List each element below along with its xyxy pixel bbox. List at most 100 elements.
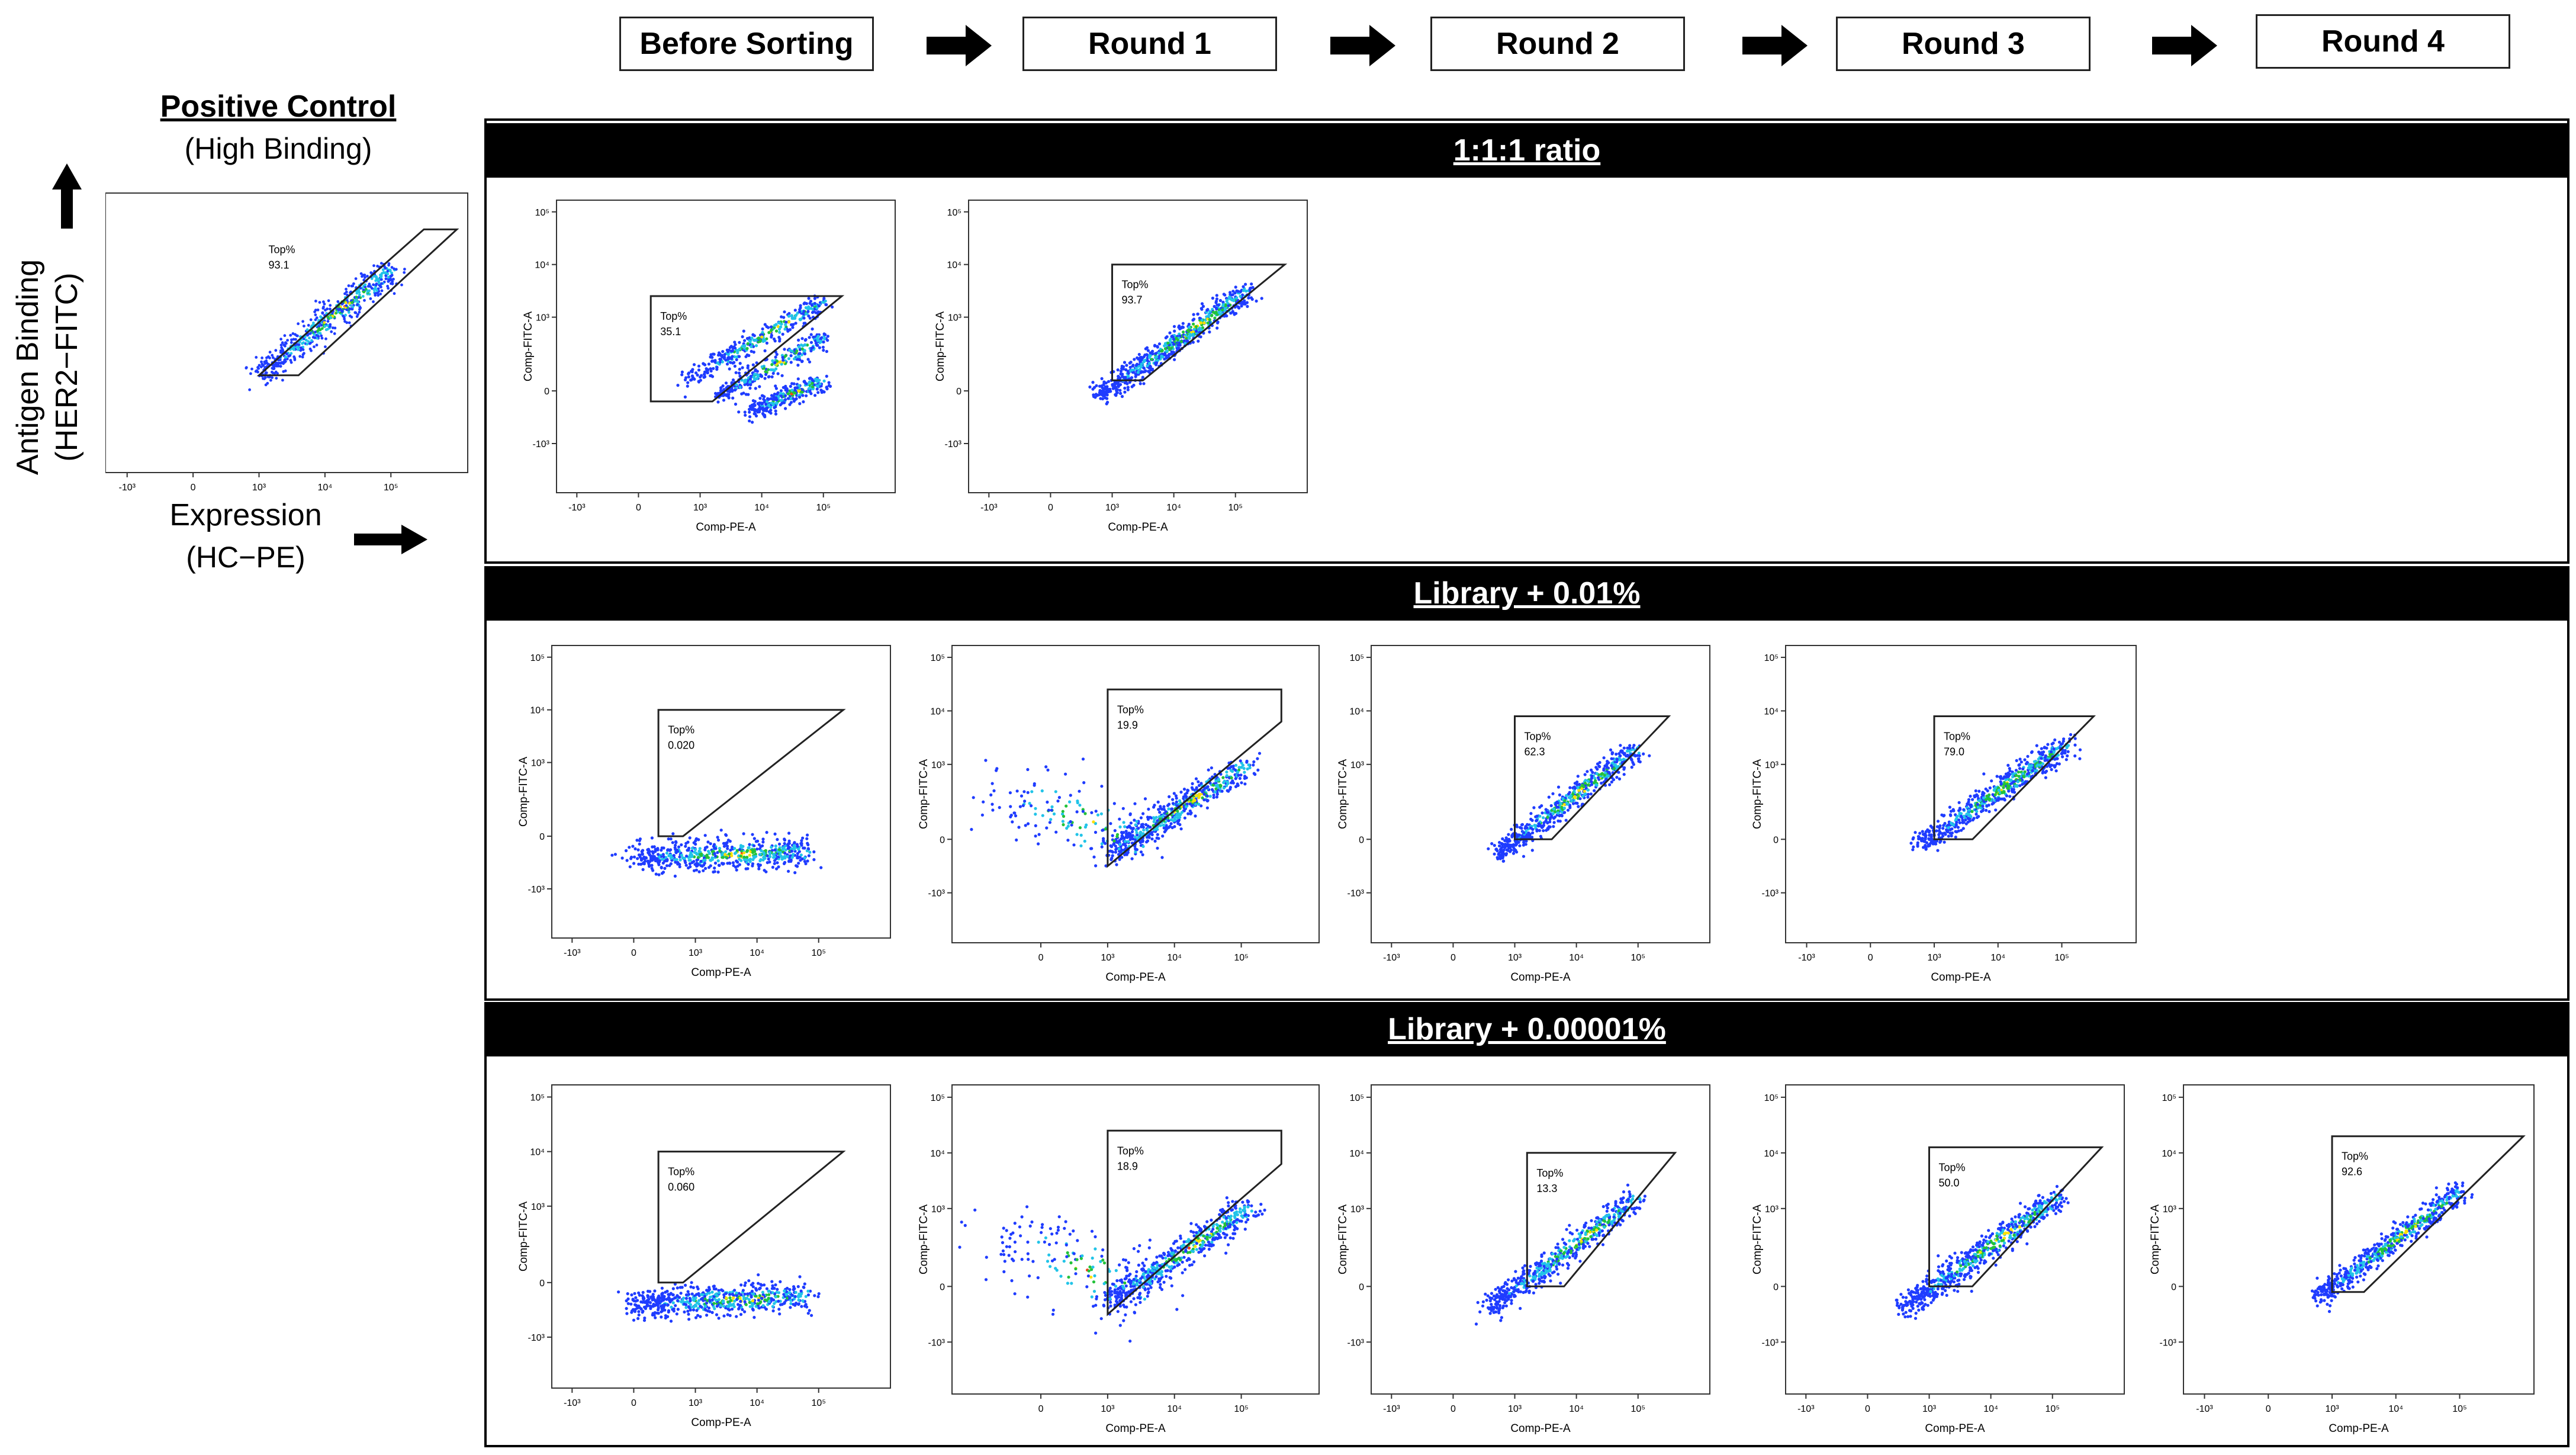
scatter-point — [761, 858, 765, 862]
scatter-point — [1617, 777, 1622, 781]
scatter-point — [1176, 813, 1179, 817]
scatter-point — [1230, 781, 1233, 785]
scatter-point — [1157, 342, 1162, 346]
scatter-point — [1090, 847, 1094, 850]
scatter-point — [1985, 808, 1988, 812]
scatter-point — [2031, 769, 2034, 772]
scatter-point — [343, 292, 346, 296]
scatter-point — [266, 355, 270, 358]
scatter-point — [797, 345, 800, 349]
scatter-point — [1200, 319, 1204, 322]
scatter-point — [982, 800, 985, 804]
gate-label: Top% — [1117, 704, 1144, 715]
scatter-point — [1606, 760, 1609, 763]
scatter-point — [1123, 361, 1127, 364]
scatter-point — [1239, 294, 1242, 298]
scatter-point — [753, 378, 757, 381]
scatter-point — [1187, 323, 1191, 326]
scatter-point — [2060, 743, 2063, 746]
scatter-point — [738, 386, 742, 389]
scatter-points — [970, 751, 1262, 868]
scatter-point — [819, 388, 823, 392]
scatter-point — [789, 354, 793, 358]
scatter-point — [333, 326, 337, 330]
scatter-point — [750, 345, 753, 348]
scatter-point — [1626, 753, 1629, 757]
scatter-point — [1168, 339, 1172, 342]
scatter-point — [403, 268, 406, 271]
scatter-point — [1117, 847, 1121, 851]
scatter-point — [1921, 830, 1924, 833]
scatter-point — [380, 262, 383, 265]
scatter-point — [641, 868, 645, 871]
scatter-point — [1215, 795, 1218, 799]
scatter-point — [1956, 826, 1960, 829]
scatter-point — [1134, 835, 1137, 839]
scatter-point — [684, 844, 687, 848]
scatter-point — [1583, 789, 1586, 793]
x-tick-label: 10³ — [1508, 953, 1522, 963]
scatter-point — [735, 383, 738, 387]
scatter-point — [1976, 805, 1980, 809]
scatter-point — [808, 387, 811, 390]
scatter-point — [2012, 791, 2017, 794]
scatter-point — [751, 833, 754, 836]
scatter-point — [761, 844, 764, 847]
scatter-point — [762, 397, 766, 401]
scatter-point — [731, 861, 735, 865]
scatter-point — [773, 855, 777, 859]
scatter-point — [771, 865, 774, 869]
scatter-point — [2008, 769, 2012, 773]
scatter-point — [688, 862, 692, 866]
scatter-point — [650, 866, 654, 871]
scatter-point — [1521, 834, 1525, 838]
scatter-point — [1602, 756, 1606, 760]
scatter-point — [736, 349, 739, 352]
scatter-point — [1117, 385, 1120, 388]
scatter-point — [285, 342, 288, 345]
scatter-point — [803, 343, 807, 347]
scatter-point — [1115, 863, 1118, 866]
scatter-point — [1125, 364, 1128, 367]
scatter-point — [728, 367, 731, 371]
scatter-point — [1134, 838, 1137, 841]
scatter-point — [1147, 355, 1152, 359]
scatter-point — [1061, 820, 1065, 823]
scatter-point — [773, 324, 776, 327]
scatter-point — [757, 374, 760, 377]
scatter-point — [1100, 377, 1104, 380]
scatter-point — [1066, 839, 1070, 842]
scatter-point — [773, 393, 776, 396]
scatter-point — [748, 386, 752, 390]
plot-lib001-before-sorting: Top%0.020-10³ 0 10³ 10⁴ 10⁵10⁵10⁴10³0-10³Com… — [517, 645, 891, 979]
scatter-point — [1520, 827, 1523, 830]
scatter-point — [336, 300, 340, 303]
scatter-point — [811, 381, 814, 385]
y-tick-label: 10⁴ — [530, 706, 545, 716]
scatter-point — [2057, 740, 2062, 744]
scatter-point — [775, 398, 779, 402]
scatter-points — [245, 262, 406, 391]
scatter-point — [716, 400, 720, 404]
scatter-point — [391, 280, 394, 283]
scatter-point — [1114, 393, 1117, 397]
scatter-point — [754, 855, 758, 858]
scatter-point — [1155, 836, 1159, 840]
scatter-point — [1130, 836, 1134, 840]
gate-label: Top% — [1122, 279, 1149, 291]
positive-control-subtitle: (High Binding) — [184, 132, 372, 165]
scatter-point — [2066, 750, 2070, 753]
scatter-point — [1173, 358, 1176, 361]
scatter-point — [279, 351, 282, 354]
y-tick-label: 10⁴ — [1764, 706, 1779, 717]
scatter-point — [1094, 393, 1098, 396]
scatter-point — [713, 360, 717, 364]
gate-polygon — [1107, 688, 1282, 868]
scatter-point — [730, 854, 734, 857]
scatter-point — [990, 782, 994, 785]
scatter-point — [651, 852, 655, 855]
scatter-point — [1243, 782, 1247, 786]
gate-label: Top% — [668, 724, 694, 736]
scatter-point — [1975, 810, 1979, 813]
scatter-point — [391, 282, 394, 285]
